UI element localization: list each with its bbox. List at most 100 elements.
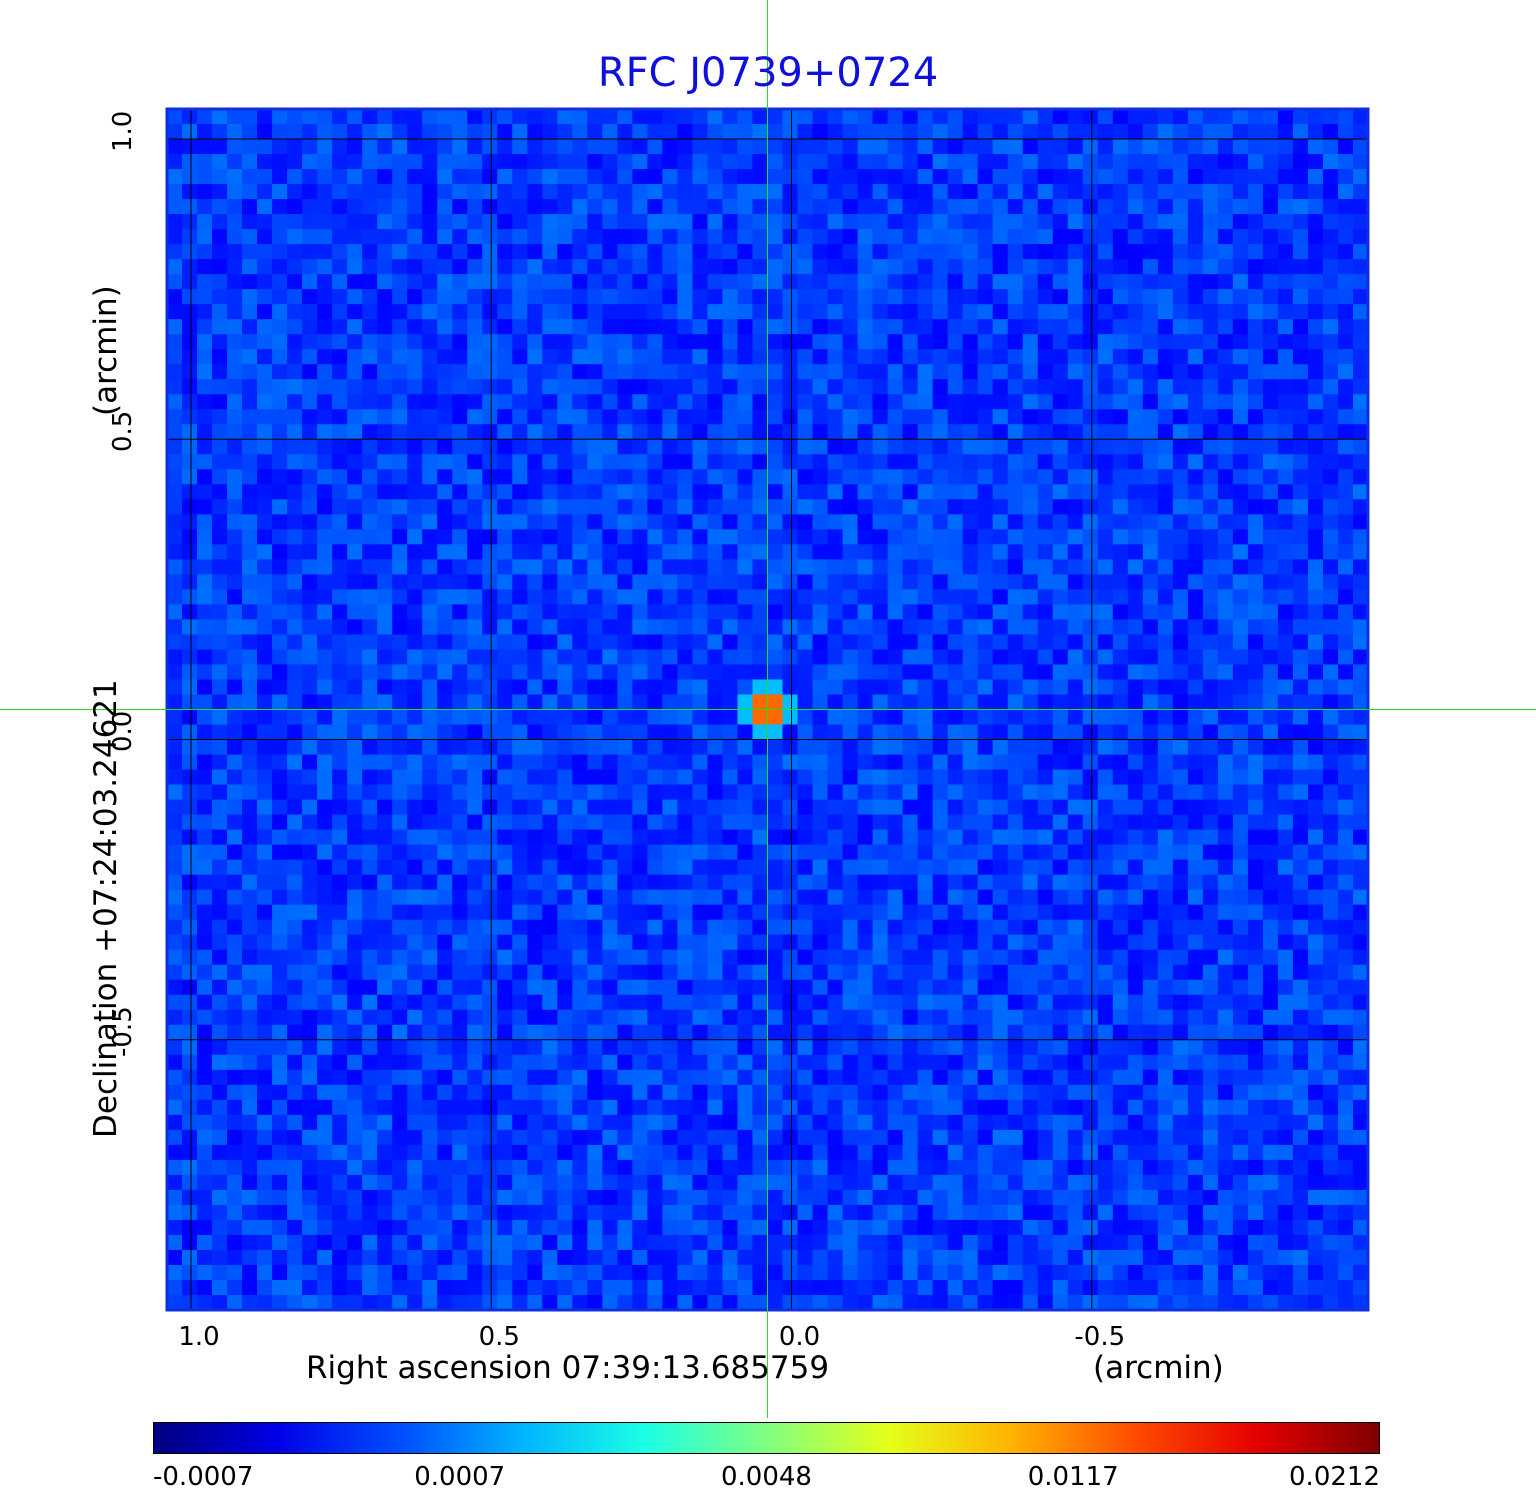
heat-cell xyxy=(242,109,258,125)
heat-cell xyxy=(767,199,784,215)
heat-cell xyxy=(557,304,573,320)
heat-cell xyxy=(812,424,829,440)
heat-cell xyxy=(617,199,633,215)
heat-cell xyxy=(722,889,739,906)
heat-cell xyxy=(992,454,1009,470)
heat-cell xyxy=(1127,739,1144,756)
heat-cell xyxy=(1067,784,1084,801)
heat-cell xyxy=(1007,484,1024,500)
heat-cell xyxy=(707,469,724,485)
heat-cell xyxy=(1112,214,1129,230)
heat-cell xyxy=(1307,889,1324,906)
heat-cell xyxy=(527,304,543,320)
heat-cell xyxy=(482,724,498,741)
heat-cell xyxy=(737,604,754,621)
heat-cell xyxy=(422,109,438,125)
heat-cell xyxy=(317,259,333,275)
heat-cell xyxy=(212,934,228,951)
heat-cell xyxy=(842,139,859,155)
heat-cell xyxy=(722,829,739,846)
heat-cell xyxy=(572,229,588,245)
heat-cell xyxy=(962,994,979,1011)
heat-cell xyxy=(722,559,739,575)
heat-cell xyxy=(452,319,468,335)
heat-cell xyxy=(812,589,829,606)
heat-cell xyxy=(1337,859,1354,876)
heat-cell xyxy=(1202,874,1219,891)
heat-cell xyxy=(1187,319,1204,335)
heat-cell xyxy=(1187,529,1204,545)
heat-cell xyxy=(212,139,228,155)
heat-cell xyxy=(1157,394,1174,410)
heat-cell xyxy=(827,679,844,696)
heat-cell xyxy=(1127,1009,1144,1026)
heat-cell xyxy=(962,619,979,636)
heat-cell xyxy=(332,274,348,290)
heat-cell xyxy=(857,694,874,711)
heat-cell xyxy=(1052,469,1069,485)
heat-cell xyxy=(212,334,228,350)
heat-cell xyxy=(1307,679,1324,696)
heat-cell xyxy=(437,604,453,621)
heat-cell xyxy=(482,919,498,936)
heat-cell xyxy=(1022,574,1039,590)
heat-cell xyxy=(707,184,724,200)
heat-cell xyxy=(1217,394,1234,410)
heat-cell xyxy=(902,709,919,726)
heat-cell xyxy=(662,829,679,846)
heat-cell xyxy=(947,484,964,500)
heat-cell xyxy=(1157,484,1174,500)
heat-cell xyxy=(977,589,994,606)
heat-cell xyxy=(452,694,468,711)
heat-cell xyxy=(1337,289,1354,305)
heat-cell xyxy=(1247,1009,1264,1026)
heat-cell xyxy=(227,244,243,260)
heat-cell xyxy=(1217,139,1234,155)
heat-cell xyxy=(902,964,919,981)
heat-cell xyxy=(962,559,979,575)
heat-cell xyxy=(1307,139,1324,155)
heat-cell xyxy=(632,214,648,230)
heat-cell xyxy=(557,169,573,185)
heat-cell xyxy=(1352,544,1369,560)
heat-cell xyxy=(902,664,919,681)
heat-cell xyxy=(677,679,694,696)
heat-cell xyxy=(1232,484,1249,500)
heat-cell xyxy=(212,364,228,380)
heat-cell xyxy=(437,649,453,666)
heat-cell xyxy=(662,289,679,305)
heat-cell xyxy=(1337,1024,1354,1041)
heat-cell xyxy=(257,184,273,200)
heat-cell xyxy=(377,769,393,786)
heat-cell xyxy=(797,1024,814,1041)
heat-cell xyxy=(1007,304,1024,320)
heat-cell xyxy=(437,979,453,996)
heat-cell xyxy=(1127,619,1144,636)
heat-cell xyxy=(1172,394,1189,410)
heat-cell xyxy=(347,889,363,906)
heat-cell xyxy=(782,724,799,741)
heat-cell xyxy=(257,994,273,1011)
heat-cell xyxy=(797,514,814,530)
heat-cell xyxy=(962,814,979,831)
heat-cell xyxy=(872,919,889,936)
heat-cell xyxy=(167,514,183,530)
heat-cell xyxy=(1157,619,1174,636)
heat-cell xyxy=(422,154,438,170)
heat-cell xyxy=(962,109,979,125)
heat-cell xyxy=(962,739,979,756)
heat-cell xyxy=(287,274,303,290)
heat-cell xyxy=(1187,904,1204,921)
heat-cell xyxy=(542,424,558,440)
heat-cell xyxy=(707,724,724,741)
heat-cell xyxy=(1142,349,1159,365)
heat-cell xyxy=(302,754,318,771)
heat-cell xyxy=(677,424,694,440)
heat-cell xyxy=(1067,619,1084,636)
heat-cell xyxy=(317,754,333,771)
heat-cell xyxy=(1127,964,1144,981)
heat-cell xyxy=(1217,874,1234,891)
heat-cell xyxy=(1052,199,1069,215)
heat-cell xyxy=(992,124,1009,140)
heat-cell xyxy=(1232,1024,1249,1041)
